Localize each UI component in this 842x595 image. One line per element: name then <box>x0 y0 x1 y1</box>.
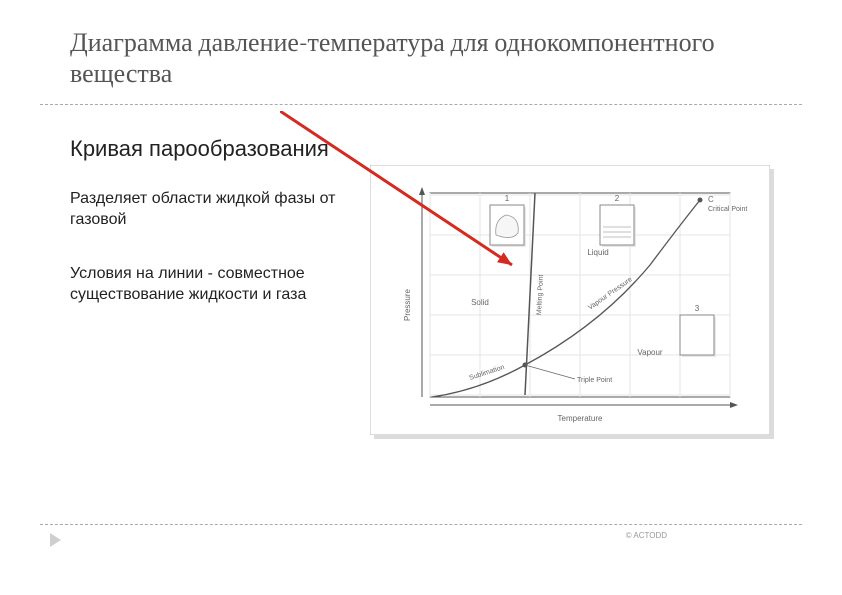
svg-text:2: 2 <box>615 194 620 203</box>
description-1: Разделяет области жидкой фазы от газовой <box>70 189 380 231</box>
svg-text:Solid: Solid <box>471 298 489 307</box>
footer-arrow-icon <box>50 533 61 547</box>
svg-text:Pressure: Pressure <box>403 289 412 322</box>
svg-text:Temperature: Temperature <box>558 414 603 423</box>
svg-text:C: C <box>708 195 714 204</box>
subtitle: Кривая парообразования <box>70 135 380 163</box>
description-2: Условия на линии - совместное существова… <box>70 264 380 306</box>
svg-text:Triple Point: Triple Point <box>577 377 612 384</box>
svg-text:Liquid: Liquid <box>587 248 608 257</box>
page-title: Диаграмма давление-температура для однок… <box>70 28 772 90</box>
svg-text:Vapour: Vapour <box>637 348 663 357</box>
svg-text:3: 3 <box>695 304 700 313</box>
svg-text:Critical Point: Critical Point <box>708 206 747 213</box>
svg-text:1: 1 <box>505 194 510 203</box>
footer-divider <box>40 524 802 525</box>
phase-diagram: PressureTemperatureMelting PointTriple P… <box>370 165 770 435</box>
footer-credit: © ACTODD <box>626 531 667 540</box>
